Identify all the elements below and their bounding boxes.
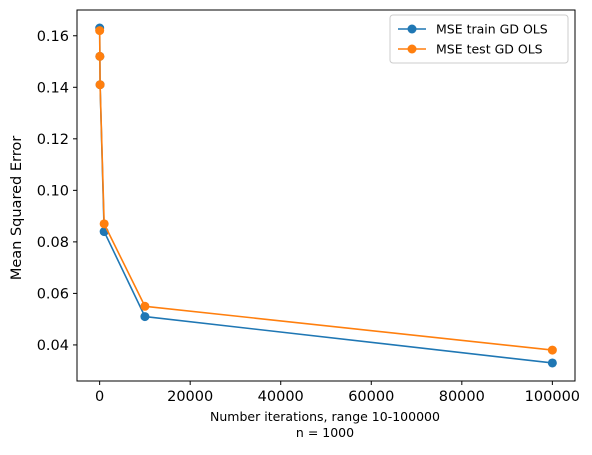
legend: MSE train GD OLS MSE test GD OLS xyxy=(389,14,569,64)
x-axis-label: Number iterations, range 10-100000 xyxy=(210,409,440,424)
data-point xyxy=(95,26,105,36)
data-point xyxy=(95,80,105,90)
y-tick-label: 0.12 xyxy=(37,132,69,148)
data-point xyxy=(140,301,150,311)
data-point xyxy=(99,219,109,229)
x-tick-label: 100000 xyxy=(525,389,580,405)
x-axis-label-subline: n = 1000 xyxy=(296,425,354,440)
y-tick-label: 0.14 xyxy=(37,80,69,96)
legend-marker xyxy=(407,44,417,54)
x-tick-label: 40000 xyxy=(258,389,304,405)
legend-label: MSE train GD OLS xyxy=(436,22,548,37)
x-tick-label: 60000 xyxy=(348,389,394,405)
x-tick-label: 0 xyxy=(95,389,104,405)
y-tick-label: 0.08 xyxy=(37,235,69,251)
legend-marker xyxy=(407,24,417,34)
legend-label: MSE test GD OLS xyxy=(436,42,543,57)
x-axis: 0 20000 40000 60000 80000 100000 xyxy=(95,381,580,405)
x-tick-label: 20000 xyxy=(167,389,213,405)
data-point xyxy=(140,312,150,322)
y-axis: 0.04 0.06 0.08 0.10 0.12 0.14 0.16 xyxy=(37,29,77,354)
y-tick-label: 0.16 xyxy=(37,29,69,45)
data-point xyxy=(547,345,557,355)
plot-layer xyxy=(95,23,557,368)
y-tick-label: 0.10 xyxy=(37,183,69,199)
x-tick-label: 80000 xyxy=(439,389,485,405)
y-axis-label: Mean Squared Error xyxy=(9,136,25,280)
y-tick-label: 0.04 xyxy=(37,338,69,354)
data-point xyxy=(547,358,557,368)
series-2 xyxy=(95,26,557,355)
y-tick-label: 0.06 xyxy=(37,286,69,302)
plot-frame xyxy=(76,9,576,382)
legend-box xyxy=(389,14,569,64)
data-point xyxy=(95,51,105,61)
